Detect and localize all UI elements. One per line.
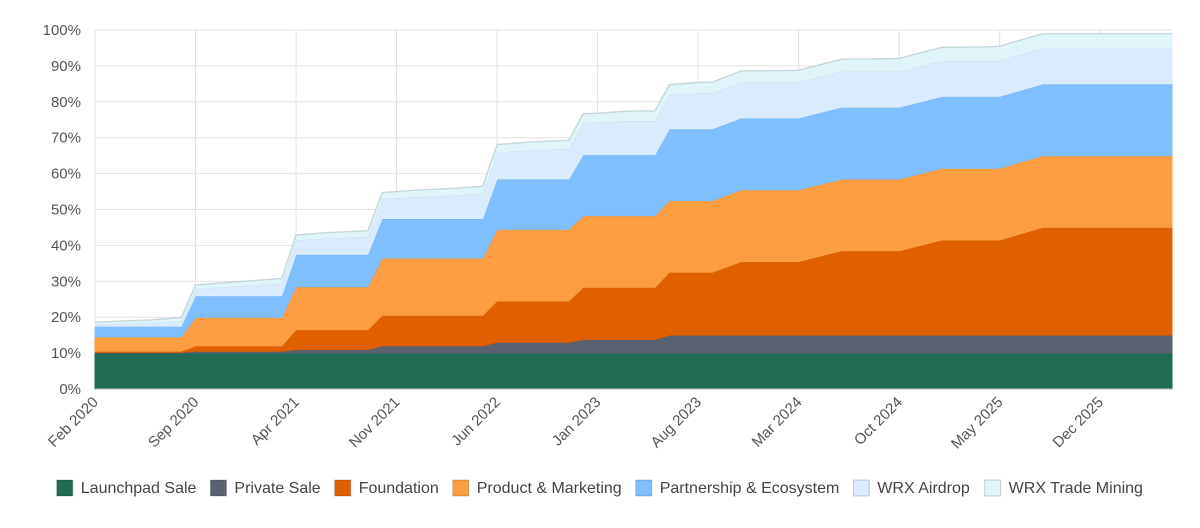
legend-label: Product & Marketing — [477, 480, 622, 497]
x-tick-label: Dec 2025 — [1050, 394, 1107, 451]
legend-swatch — [56, 479, 74, 497]
legend-label: Launchpad Sale — [81, 480, 197, 497]
y-tick-label: 70% — [51, 130, 81, 147]
y-tick-label: 20% — [51, 309, 81, 326]
legend-item-product-marketing[interactable]: Product & Marketing — [452, 479, 622, 497]
legend-item-wrx-airdrop[interactable]: WRX Airdrop — [852, 479, 970, 497]
area-wrx-trade-mining[interactable] — [94, 33, 1173, 325]
legend-label: WRX Trade Mining — [1009, 480, 1143, 497]
legend-swatch — [209, 479, 227, 497]
legend-swatch — [635, 479, 653, 497]
legend[interactable]: Launchpad Sale Private Sale Foundation Prod… — [56, 479, 1143, 497]
x-tick-label: Sep 2020 — [145, 394, 202, 451]
x-tick-label: Feb 2020 — [45, 394, 102, 451]
x-tick-label: May 2025 — [948, 394, 1007, 453]
legend-label: Partnership & Ecosystem — [660, 480, 840, 497]
y-tick-label: 50% — [51, 202, 81, 219]
x-tick-label: Jun 2022 — [448, 394, 504, 450]
legend-label: Foundation — [359, 480, 439, 497]
y-tick-label: 80% — [51, 94, 81, 111]
y-tick-label: 90% — [51, 58, 81, 75]
legend-item-partnership-ecosystem[interactable]: Partnership & Ecosystem — [635, 479, 840, 497]
area-launchpad-sale[interactable] — [94, 352, 1173, 390]
x-tick-label: Nov 2021 — [346, 394, 403, 451]
legend-item-wrx-trade-mining[interactable]: WRX Trade Mining — [984, 479, 1143, 497]
x-tick-label: Oct 2024 — [851, 394, 906, 449]
legend-item-private-sale[interactable]: Private Sale — [209, 479, 321, 497]
legend-swatch — [334, 479, 352, 497]
legend-swatch — [984, 479, 1002, 497]
x-tick-label: Jan 2023 — [549, 394, 605, 450]
area-edge-line — [94, 32, 1172, 323]
legend-swatch — [852, 479, 870, 497]
x-tick-label: Mar 2024 — [749, 394, 806, 451]
y-tick-label: 60% — [51, 166, 81, 183]
x-tick-label: Apr 2021 — [248, 394, 303, 449]
legend-swatch — [452, 479, 470, 497]
x-tick-label: Aug 2023 — [648, 394, 705, 451]
y-tick-label: 0% — [59, 381, 81, 398]
y-tick-label: 10% — [51, 345, 81, 362]
legend-item-launchpad-sale[interactable]: Launchpad Sale — [56, 479, 197, 497]
y-tick-label: 30% — [51, 273, 81, 290]
legend-item-foundation[interactable]: Foundation — [334, 479, 439, 497]
legend-label: Private Sale — [234, 480, 320, 497]
legend-label: WRX Airdrop — [877, 480, 970, 497]
y-tick-label: 40% — [51, 237, 81, 254]
y-tick-label: 100% — [43, 22, 81, 39]
plot-areas — [94, 32, 1173, 390]
